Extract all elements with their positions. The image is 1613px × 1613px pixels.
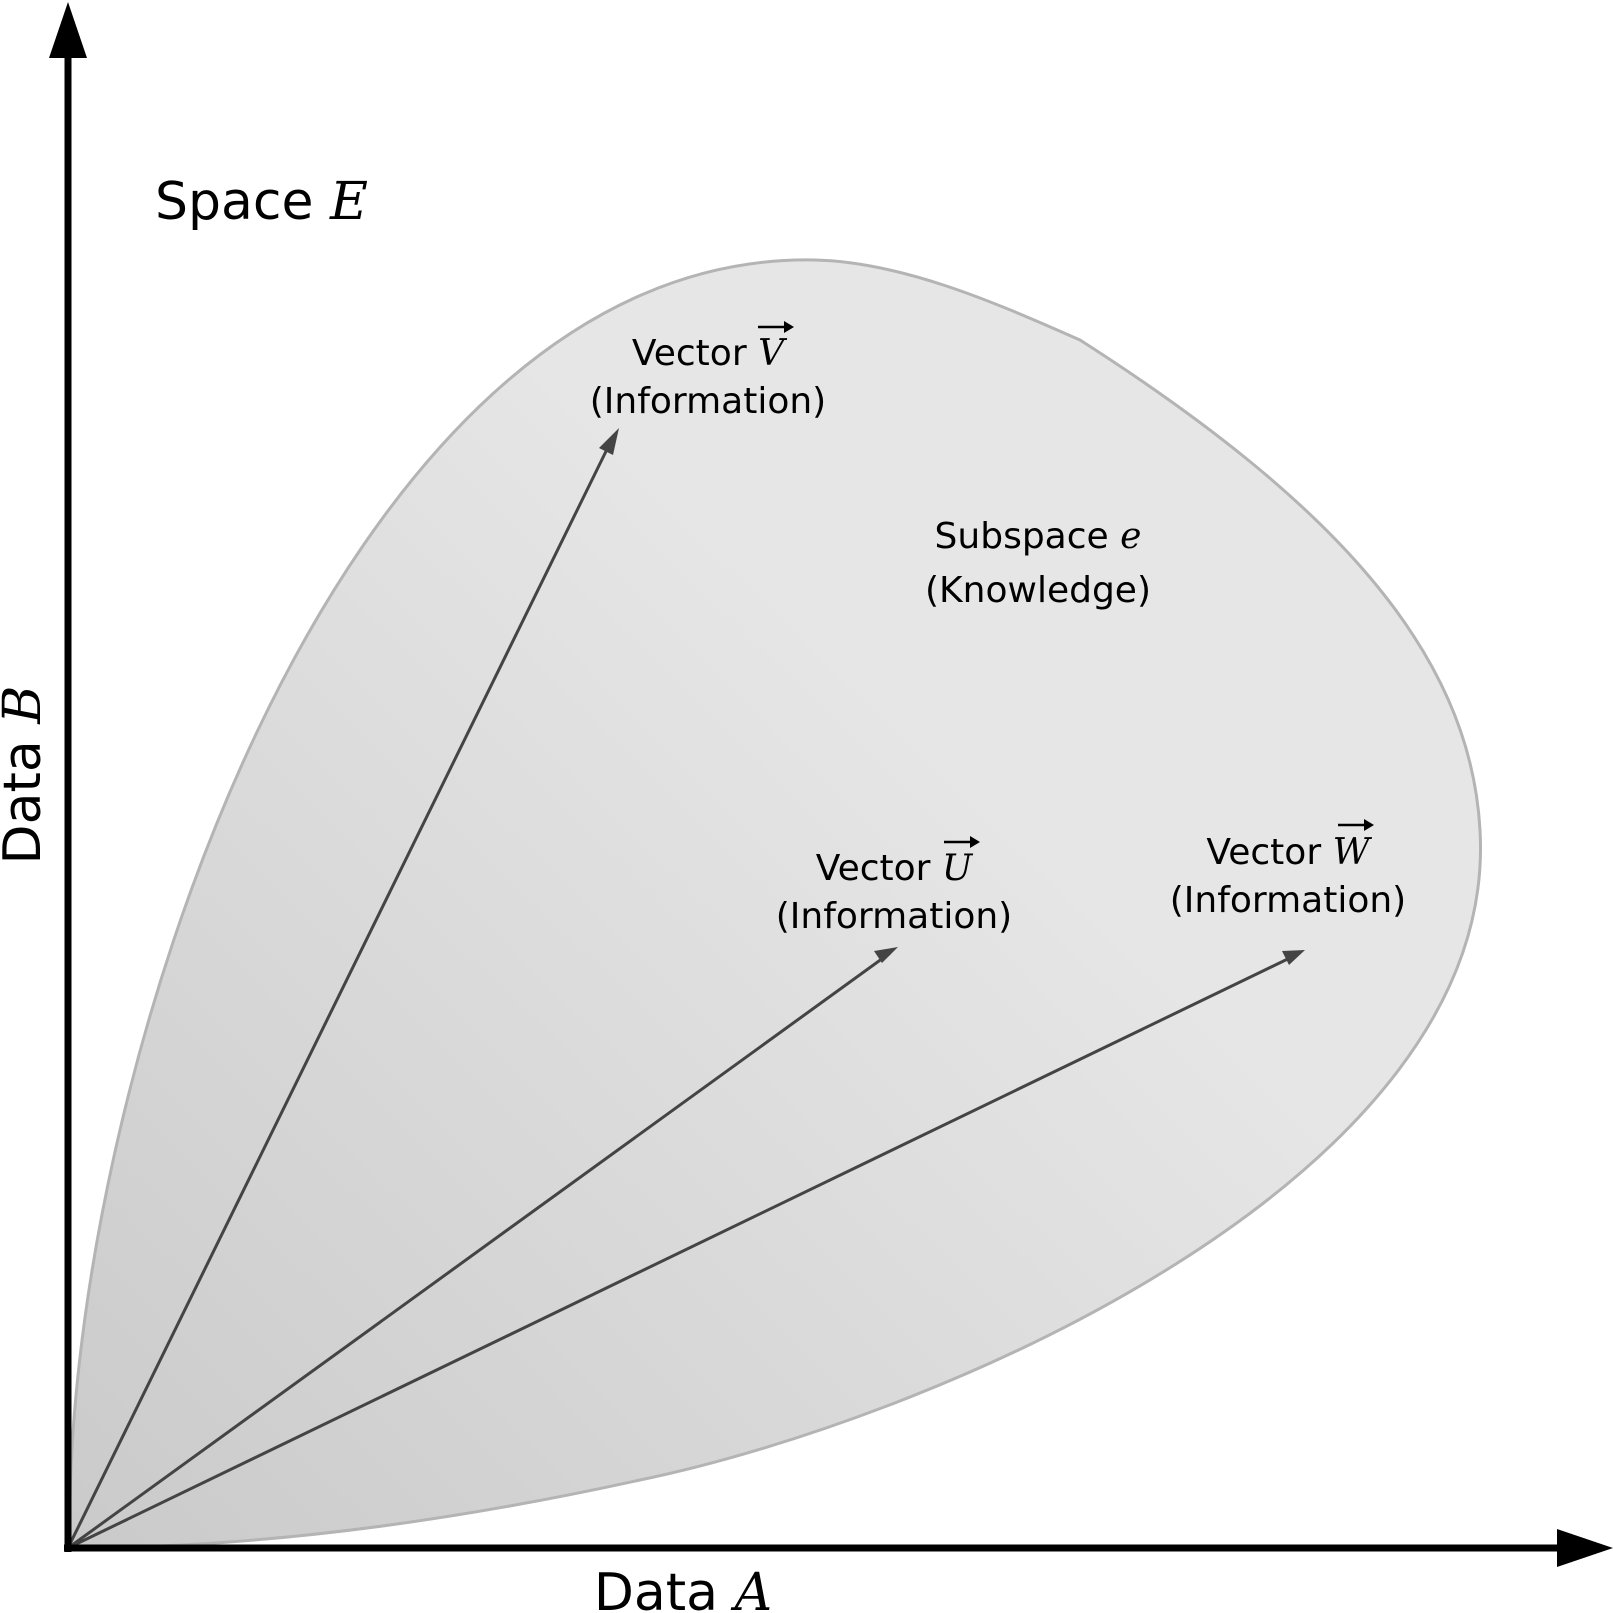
space-label: Space E	[155, 172, 368, 232]
vector-w-caption: (Information)	[1170, 880, 1406, 921]
subspace-region	[68, 258, 1482, 1550]
svg-text:Vector V: Vector V	[632, 333, 788, 374]
vector-v-arrow	[66, 428, 619, 1549]
vector-w-arrow-accent	[1338, 819, 1374, 831]
subspace-label: Subspace e (Knowledge)	[925, 516, 1151, 611]
vector-u-arrow	[67, 947, 898, 1550]
vector-w-arrow	[67, 950, 1305, 1550]
vector-v-caption: (Information)	[590, 381, 826, 422]
y-axis	[49, 2, 87, 1552]
svg-text:Vector U: Vector U	[816, 848, 974, 889]
y-axis-label: Data B	[0, 686, 53, 865]
vector-u-label: Vector U (Information)	[776, 836, 1012, 937]
vector-u-arrow-accent	[944, 836, 980, 848]
x-axis-label: Data A	[594, 1563, 772, 1613]
svg-text:Vector W: Vector W	[1206, 832, 1372, 873]
vector-v-label: Vector V (Information)	[590, 321, 826, 422]
svg-text:Subspace e: Subspace e	[935, 516, 1142, 557]
vector-v-arrow-accent	[758, 321, 794, 333]
vector-w-label: Vector W (Information)	[1170, 819, 1406, 921]
subspace-caption: (Knowledge)	[925, 570, 1151, 611]
x-axis	[64, 1529, 1613, 1567]
vector-u-caption: (Information)	[776, 896, 1012, 937]
